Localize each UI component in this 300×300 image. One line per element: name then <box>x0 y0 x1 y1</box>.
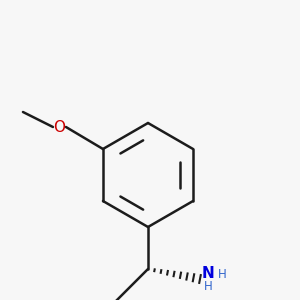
Text: N: N <box>202 266 214 281</box>
Text: O: O <box>53 119 65 134</box>
Text: H: H <box>204 280 212 293</box>
Text: H: H <box>218 268 226 281</box>
